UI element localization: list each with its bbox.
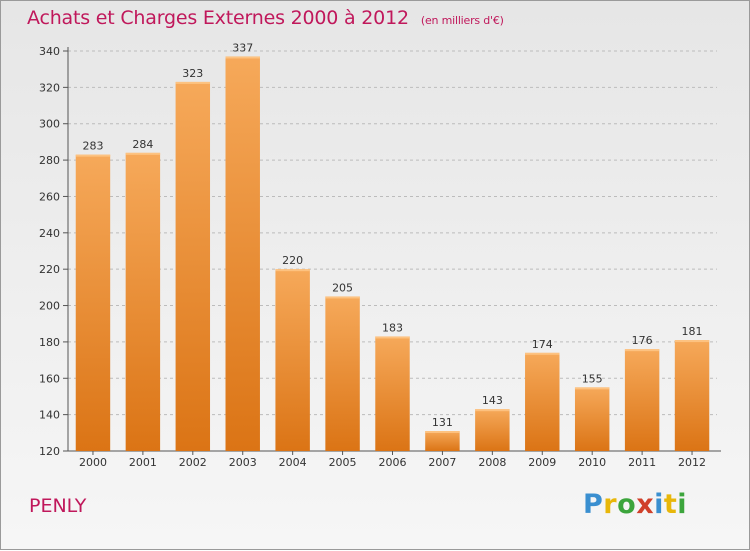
data-label-2000: 283 — [82, 140, 103, 153]
logo-letter: o — [617, 489, 637, 520]
x-tick-label-2008: 2008 — [478, 456, 506, 469]
bar-highlight — [175, 81, 211, 84]
bar-2008 — [475, 409, 510, 451]
y-tick-label: 300 — [39, 118, 60, 131]
y-tick-label: 240 — [39, 227, 60, 240]
x-tick-label-2012: 2012 — [678, 456, 706, 469]
bar-highlight — [275, 269, 310, 272]
bar-2010 — [574, 387, 610, 451]
bar-highlight — [225, 56, 260, 59]
x-tick-label-2010: 2010 — [578, 456, 606, 469]
y-tick-label: 140 — [39, 409, 60, 422]
data-label-2002: 323 — [182, 67, 203, 80]
bar-highlight — [624, 349, 660, 352]
x-tick-label-2011: 2011 — [628, 456, 656, 469]
bars — [75, 56, 710, 452]
place-name: PENLY — [29, 495, 87, 517]
data-label-2003: 337 — [232, 41, 253, 54]
y-tick-label: 320 — [39, 81, 60, 94]
y-tick-label: 120 — [39, 445, 60, 458]
x-tick-label-2002: 2002 — [179, 456, 207, 469]
logo-letter: P — [583, 489, 604, 520]
y-tick-label: 180 — [39, 336, 60, 349]
y-tick-label: 340 — [39, 45, 60, 58]
data-label-2006: 183 — [382, 321, 403, 334]
bar-2012 — [674, 340, 710, 451]
bar-highlight — [125, 152, 161, 155]
axes: 120 140 160 180 200 220 240 260 280 300 320 340 2000… — [39, 45, 721, 469]
logo-letter: x — [636, 489, 655, 520]
bar-2006 — [375, 336, 410, 451]
labels: 283 284 323 337 220 205 183 131 143 174 155 176 181 — [82, 41, 702, 429]
y-tick-label: 160 — [39, 372, 60, 385]
bar-highlight — [674, 340, 710, 343]
bar-highlight — [375, 336, 410, 339]
x-tick-label-2000: 2000 — [79, 456, 107, 469]
y-tick-label: 220 — [39, 263, 60, 276]
logo-letter: r — [603, 489, 618, 520]
data-label-2010: 155 — [582, 372, 603, 385]
bar-2005 — [325, 296, 360, 451]
proxiti-logo[interactable]: Proxiti — [583, 489, 687, 520]
y-tick-label: 280 — [39, 154, 60, 167]
data-label-2008: 143 — [482, 394, 503, 407]
data-label-2011: 176 — [632, 334, 653, 347]
chart-title: Achats et Charges Externes 2000 à 2012 (e… — [27, 7, 504, 29]
bar-2003 — [225, 56, 260, 452]
x-tick-label-2003: 2003 — [229, 456, 257, 469]
chart-title-text: Achats et Charges Externes 2000 à 2012 — [27, 7, 409, 29]
logo-letter: i — [654, 489, 664, 520]
x-tick-label-2001: 2001 — [129, 456, 157, 469]
bar-highlight — [475, 409, 510, 412]
bar-2001 — [125, 152, 161, 451]
bar-highlight — [325, 296, 360, 299]
bar-2009 — [525, 352, 560, 451]
chart-unit-label: (en milliers d'€) — [420, 14, 504, 27]
bar-2004 — [275, 269, 310, 451]
bar-2002 — [175, 81, 211, 451]
bar-highlight — [525, 352, 560, 355]
y-tick-label: 260 — [39, 190, 60, 203]
x-tick-label-2006: 2006 — [379, 456, 407, 469]
data-label-2007: 131 — [432, 416, 453, 429]
x-tick-label-2005: 2005 — [329, 456, 357, 469]
logo-letter: t — [663, 489, 678, 520]
x-tick-label-2004: 2004 — [279, 456, 307, 469]
bar-2007 — [425, 431, 460, 451]
x-tick-label-2009: 2009 — [528, 456, 556, 469]
bar-highlight — [75, 154, 111, 157]
x-tick-label-2007: 2007 — [428, 456, 456, 469]
data-label-2012: 181 — [682, 325, 703, 338]
bar-2011 — [624, 349, 660, 451]
logo-letter: i — [677, 489, 688, 520]
data-label-2001: 284 — [132, 138, 153, 151]
data-label-2009: 174 — [532, 338, 553, 351]
bar-2000 — [75, 154, 111, 452]
bar-highlight — [574, 387, 610, 390]
data-label-2005: 205 — [332, 281, 353, 294]
y-tick-label: 200 — [39, 300, 60, 313]
data-label-2004: 220 — [282, 254, 303, 267]
bar-highlight — [425, 431, 460, 433]
